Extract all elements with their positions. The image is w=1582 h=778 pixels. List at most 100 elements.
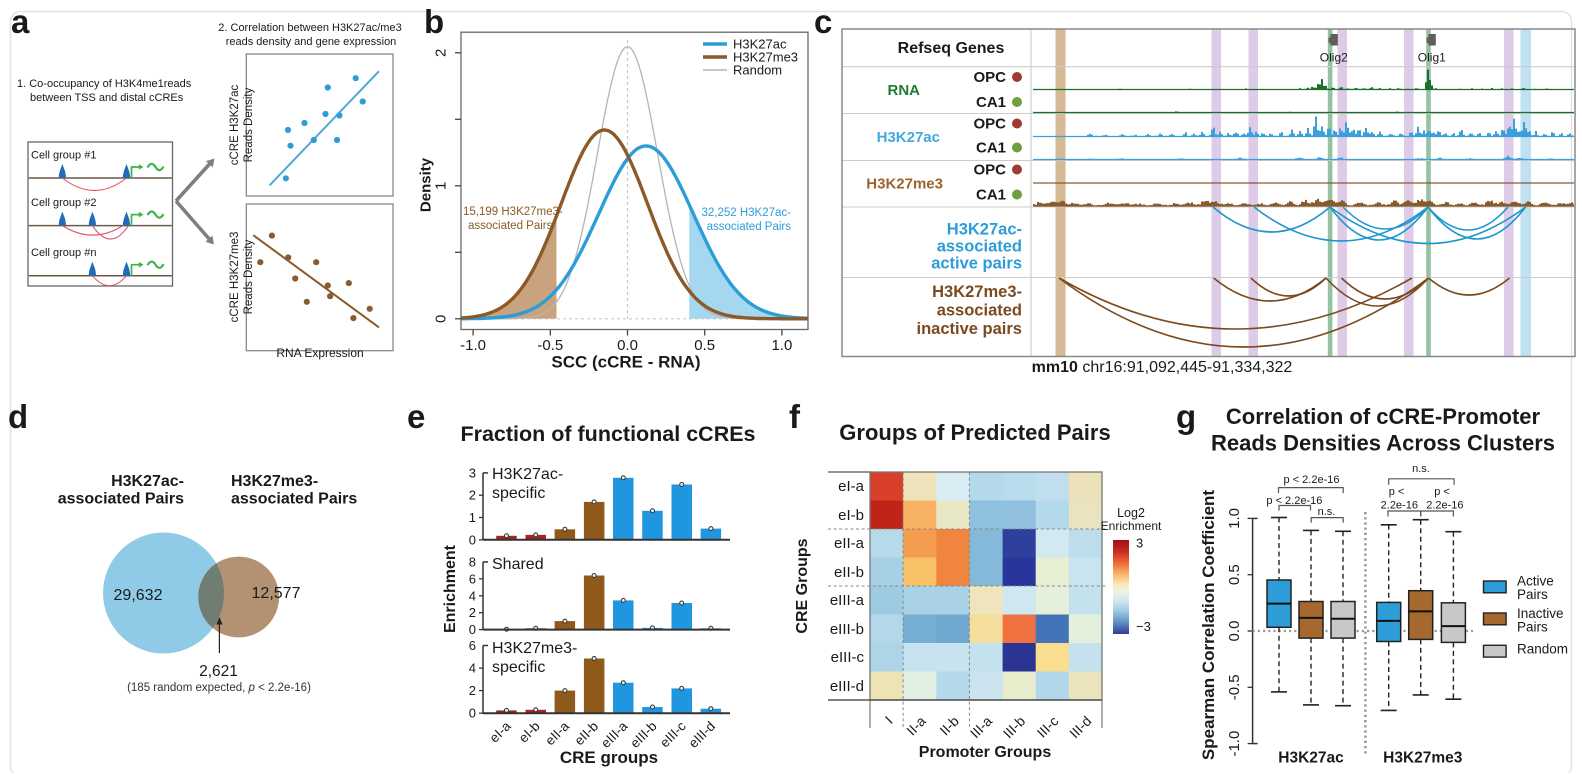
svg-text:1. Co-occupancy of H3K4me1read: 1. Co-occupancy of H3K4me1reads	[17, 78, 192, 90]
svg-text:−3: −3	[1136, 619, 1151, 634]
svg-text:associated Pairs: associated Pairs	[231, 491, 357, 508]
svg-text:Log2: Log2	[1117, 506, 1145, 520]
svg-text:H3K27me3: H3K27me3	[866, 176, 943, 193]
svg-text:6: 6	[469, 571, 476, 586]
svg-text:c: c	[814, 3, 832, 40]
svg-text:2.2e-16: 2.2e-16	[1426, 500, 1463, 512]
svg-text:2: 2	[469, 605, 476, 620]
svg-text:1: 1	[469, 510, 476, 525]
svg-text:0: 0	[469, 532, 476, 547]
svg-text:H3K27ac: H3K27ac	[1278, 750, 1344, 767]
svg-text:H3K27me3-: H3K27me3-	[492, 640, 577, 657]
svg-text:Fraction of functional cCREs: Fraction of functional cCREs	[460, 422, 755, 446]
svg-text:H3K27me3-: H3K27me3-	[932, 283, 1022, 301]
svg-text:eIII-b: eIII-b	[830, 621, 864, 638]
svg-text:SCC (cCRE - RNA): SCC (cCRE - RNA)	[551, 353, 700, 372]
svg-text:f: f	[789, 398, 801, 435]
svg-text:OPC: OPC	[973, 69, 1006, 86]
svg-text:cCRE H3K27ac: cCRE H3K27ac	[229, 84, 241, 165]
svg-text:4: 4	[469, 661, 476, 676]
svg-text:1.0: 1.0	[771, 337, 792, 354]
svg-text:b: b	[424, 3, 444, 40]
svg-text:p <: p <	[1434, 486, 1450, 498]
svg-text:associated: associated	[937, 302, 1022, 320]
svg-text:1: 1	[433, 182, 450, 190]
svg-text:n.s.: n.s.	[1318, 506, 1336, 518]
svg-text:Reads Density: Reads Density	[243, 87, 255, 162]
svg-text:Cell group #2: Cell group #2	[31, 197, 96, 209]
svg-text:active pairs: active pairs	[931, 255, 1022, 273]
svg-text:g: g	[1176, 398, 1196, 435]
svg-text:specific: specific	[492, 485, 545, 502]
svg-text:eI-b: eI-b	[838, 507, 864, 524]
svg-text:n.s.: n.s.	[1412, 463, 1430, 475]
svg-text:32,252 H3K27ac-: 32,252 H3K27ac-	[701, 207, 791, 219]
svg-text:0.5: 0.5	[694, 337, 715, 354]
svg-text:Pairs: Pairs	[1517, 620, 1548, 635]
svg-text:CA1: CA1	[976, 187, 1006, 204]
svg-text:H3K27ac-: H3K27ac-	[111, 473, 184, 490]
svg-text:CRE Groups: CRE Groups	[794, 538, 811, 633]
svg-text:Cell group #n: Cell group #n	[31, 247, 96, 259]
svg-text:associated Pairs: associated Pairs	[58, 491, 184, 508]
svg-text:a: a	[11, 3, 30, 40]
svg-text:Olig1: Olig1	[1418, 51, 1446, 65]
svg-text:2: 2	[469, 488, 476, 503]
svg-text:12,577: 12,577	[252, 585, 301, 602]
svg-text:Promoter Groups: Promoter Groups	[919, 744, 1052, 761]
svg-text:H3K27me3: H3K27me3	[1383, 750, 1463, 767]
svg-text:2.2e-16: 2.2e-16	[1381, 500, 1418, 512]
svg-text:inactive pairs: inactive pairs	[917, 320, 1022, 338]
svg-text:Random: Random	[733, 63, 782, 78]
svg-text:3: 3	[469, 465, 476, 480]
svg-text:Shared: Shared	[492, 556, 544, 573]
svg-text:Refseq Genes: Refseq Genes	[898, 40, 1005, 57]
svg-text:specific: specific	[492, 659, 545, 676]
svg-text:CA1: CA1	[976, 140, 1006, 157]
svg-text:(185 random expected, p < 2.2e: (185 random expected, p < 2.2e-16)	[127, 682, 311, 694]
svg-text:d: d	[8, 398, 28, 435]
svg-text:eIII-c: eIII-c	[831, 649, 865, 666]
svg-text:0: 0	[469, 706, 476, 721]
svg-text:Groups of Predicted Pairs: Groups of Predicted Pairs	[839, 420, 1110, 445]
svg-text:between TSS and distal cCREs: between TSS and distal cCREs	[30, 92, 184, 104]
svg-text:associated: associated	[937, 238, 1022, 256]
svg-text:mm10 chr16:91,092,445-91,334,3: mm10 chr16:91,092,445-91,334,322	[1032, 359, 1293, 376]
svg-text:CA1: CA1	[976, 94, 1006, 111]
svg-text:Random: Random	[1517, 642, 1568, 657]
svg-text:Reads Density: Reads Density	[243, 239, 255, 314]
svg-text:OPC: OPC	[973, 116, 1006, 133]
svg-text:-0.5: -0.5	[537, 337, 563, 354]
svg-text:4: 4	[469, 588, 476, 603]
svg-text:2. Correlation between H3K27ac: 2. Correlation between H3K27ac/me3	[218, 22, 401, 34]
svg-text:-0.5: -0.5	[1226, 674, 1243, 700]
svg-text:CRE groups: CRE groups	[560, 748, 658, 767]
svg-text:Pairs: Pairs	[1517, 587, 1548, 602]
svg-text:2: 2	[469, 683, 476, 698]
svg-text:eII-a: eII-a	[834, 535, 865, 552]
svg-text:RNA Expression: RNA Expression	[276, 346, 363, 360]
svg-text:Correlation of cCRE-Promoter: Correlation of cCRE-Promoter	[1226, 404, 1541, 429]
svg-text:0: 0	[469, 622, 476, 637]
svg-text:e: e	[407, 398, 425, 435]
svg-text:-1.0: -1.0	[1226, 731, 1243, 757]
svg-text:eII-b: eII-b	[834, 564, 864, 581]
svg-text:0: 0	[433, 315, 450, 323]
svg-text:eIII-d: eIII-d	[830, 678, 864, 695]
svg-text:Cell group #1: Cell group #1	[31, 150, 96, 162]
svg-text:OPC: OPC	[973, 162, 1006, 179]
svg-text:0.5: 0.5	[1226, 564, 1243, 585]
svg-text:15,199 H3K27me3-: 15,199 H3K27me3-	[463, 206, 563, 218]
svg-text:RNA: RNA	[888, 82, 921, 99]
svg-text:Spearman Correlation Coefficie: Spearman Correlation Coefficient	[1199, 490, 1218, 761]
svg-text:eIII-a: eIII-a	[830, 592, 865, 609]
svg-text:H3K27ac-: H3K27ac-	[492, 466, 563, 483]
svg-text:Enrichment: Enrichment	[442, 544, 459, 633]
svg-text:6: 6	[469, 638, 476, 653]
svg-text:Reads Densities Across Cluster: Reads Densities Across Clusters	[1211, 431, 1555, 456]
svg-text:Olig2: Olig2	[1320, 51, 1348, 65]
svg-text:H3K27me3-: H3K27me3-	[231, 473, 318, 490]
svg-text:associated Pairs: associated Pairs	[468, 220, 553, 232]
svg-text:0.0: 0.0	[1226, 621, 1243, 642]
svg-text:8: 8	[469, 554, 476, 569]
